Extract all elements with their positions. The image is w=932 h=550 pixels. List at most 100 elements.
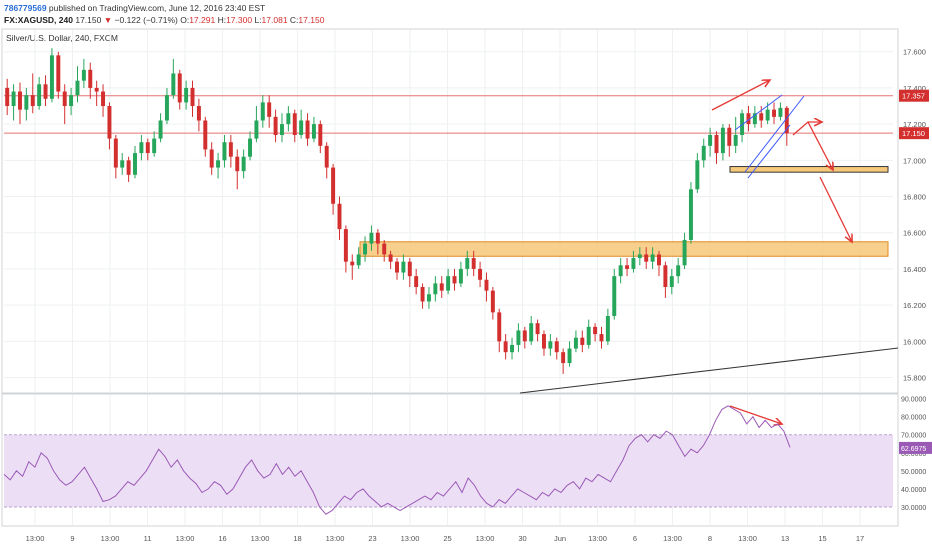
candle-body (81, 69, 86, 81)
candle-body (139, 142, 144, 154)
price-tick-label: 16.200 (903, 301, 926, 310)
candle-body (446, 276, 451, 291)
rsi-divergence-arrow (729, 405, 782, 424)
publish-text: published on TradingView.com, June 12, 2… (48, 3, 266, 13)
time-tick-label: 13:00 (401, 534, 420, 543)
candle-body (171, 73, 176, 96)
support-zone-small (729, 166, 889, 173)
candle-body (184, 87, 189, 103)
candle-body (248, 138, 253, 157)
time-tick-label: 9 (70, 534, 74, 543)
rsi-tick-label: 80.0000 (901, 415, 926, 422)
price-tick-label: 15.800 (903, 374, 926, 383)
price-tag-bg (899, 89, 929, 102)
time-tick-label: 25 (443, 534, 451, 543)
price-pane[interactable] (1, 28, 899, 394)
candle-body (650, 254, 655, 262)
candle-body (279, 124, 284, 135)
rsi-value-tag: 62.6975 (901, 446, 926, 453)
price-tag-current: 17.150 (902, 129, 925, 138)
last-price: 17.150 (75, 15, 102, 25)
candle-body (369, 232, 374, 244)
time-tick-label: 8 (708, 534, 712, 543)
candle-body (567, 348, 572, 364)
candle-body (510, 344, 515, 353)
candle-body (503, 341, 508, 353)
candle-body (216, 160, 221, 168)
price-tick-label: 17.400 (903, 84, 926, 93)
candle-body (759, 113, 764, 121)
candle-body (529, 323, 534, 342)
candle-body (580, 337, 585, 345)
publish-info: 786779569 published on TradingView.com, … (4, 3, 265, 13)
candle-body (701, 145, 706, 161)
candle-body (484, 279, 489, 291)
candle-body (133, 153, 137, 175)
price-tick-label: 16.000 (903, 337, 926, 346)
candle-body (158, 120, 163, 139)
candle-body (43, 84, 48, 99)
projection-arrow-2 (807, 121, 833, 170)
candle-body (490, 290, 495, 313)
time-tick-label: 30 (518, 534, 526, 543)
candle-body (350, 261, 355, 266)
candle-body (535, 323, 540, 335)
candle-body (644, 254, 649, 262)
candle-body (177, 73, 182, 103)
candle-body (311, 124, 316, 139)
candle-body (260, 102, 265, 121)
candle-body (286, 113, 291, 125)
candle-body (541, 334, 546, 349)
candle-body (688, 189, 693, 240)
candle-body (695, 160, 700, 190)
candle-body (420, 287, 425, 302)
projection-arrow-3 (819, 176, 852, 242)
candle-body (113, 138, 118, 168)
price-change: −0.122 (−0.71%) (114, 15, 178, 25)
candle-body (612, 276, 617, 316)
rsi-line (3, 405, 791, 515)
rsi-tick-label: 60.0000 (901, 451, 926, 458)
candle-body (676, 265, 681, 277)
price-tick-label: 17.600 (903, 48, 926, 57)
low-value: 17.081 (261, 15, 288, 25)
time-tick-label: 13:00 (26, 534, 45, 543)
candle-body (714, 134, 719, 154)
time-tick-label: 13:00 (738, 534, 757, 543)
candle-body (554, 341, 559, 353)
price-tag-current-bg (899, 127, 929, 140)
candle-body (388, 254, 393, 262)
candle-body (94, 87, 99, 92)
candle-body (765, 109, 770, 121)
price-tick-label: 16.400 (903, 265, 926, 274)
price-tick-label: 17.000 (903, 156, 926, 165)
candle-body (375, 232, 380, 244)
time-tick-label: 13:00 (176, 534, 195, 543)
candle-body (618, 265, 623, 277)
candle-body (599, 334, 604, 342)
candle-body (631, 258, 636, 269)
time-tick-label: 13:00 (476, 534, 495, 543)
chart-header: 786779569 published on TradingView.com, … (0, 0, 932, 28)
symbol-label[interactable]: FX:XAGUSD, 240 (4, 15, 73, 25)
rsi-tick-label: 40.0000 (901, 487, 926, 494)
candle-body (426, 294, 431, 302)
candle-body (203, 120, 208, 150)
candle-body (637, 254, 642, 259)
price-tag: 17.357 (902, 92, 925, 101)
candle-body (395, 261, 399, 273)
candle-body (772, 109, 777, 117)
close-value: 17.150 (298, 15, 325, 25)
candle-body (657, 254, 661, 266)
candle-body (101, 91, 106, 107)
candle-body (414, 276, 419, 288)
publisher-name[interactable]: 786779569 (4, 3, 47, 13)
time-tick-label: 13 (781, 534, 789, 543)
candle-body (625, 265, 630, 269)
candle-body (209, 149, 214, 168)
support-zone (359, 241, 889, 257)
candle-body (222, 142, 227, 161)
rsi-tick-label: 70.0000 (901, 433, 926, 440)
price-tick-label: 16.800 (903, 193, 926, 202)
